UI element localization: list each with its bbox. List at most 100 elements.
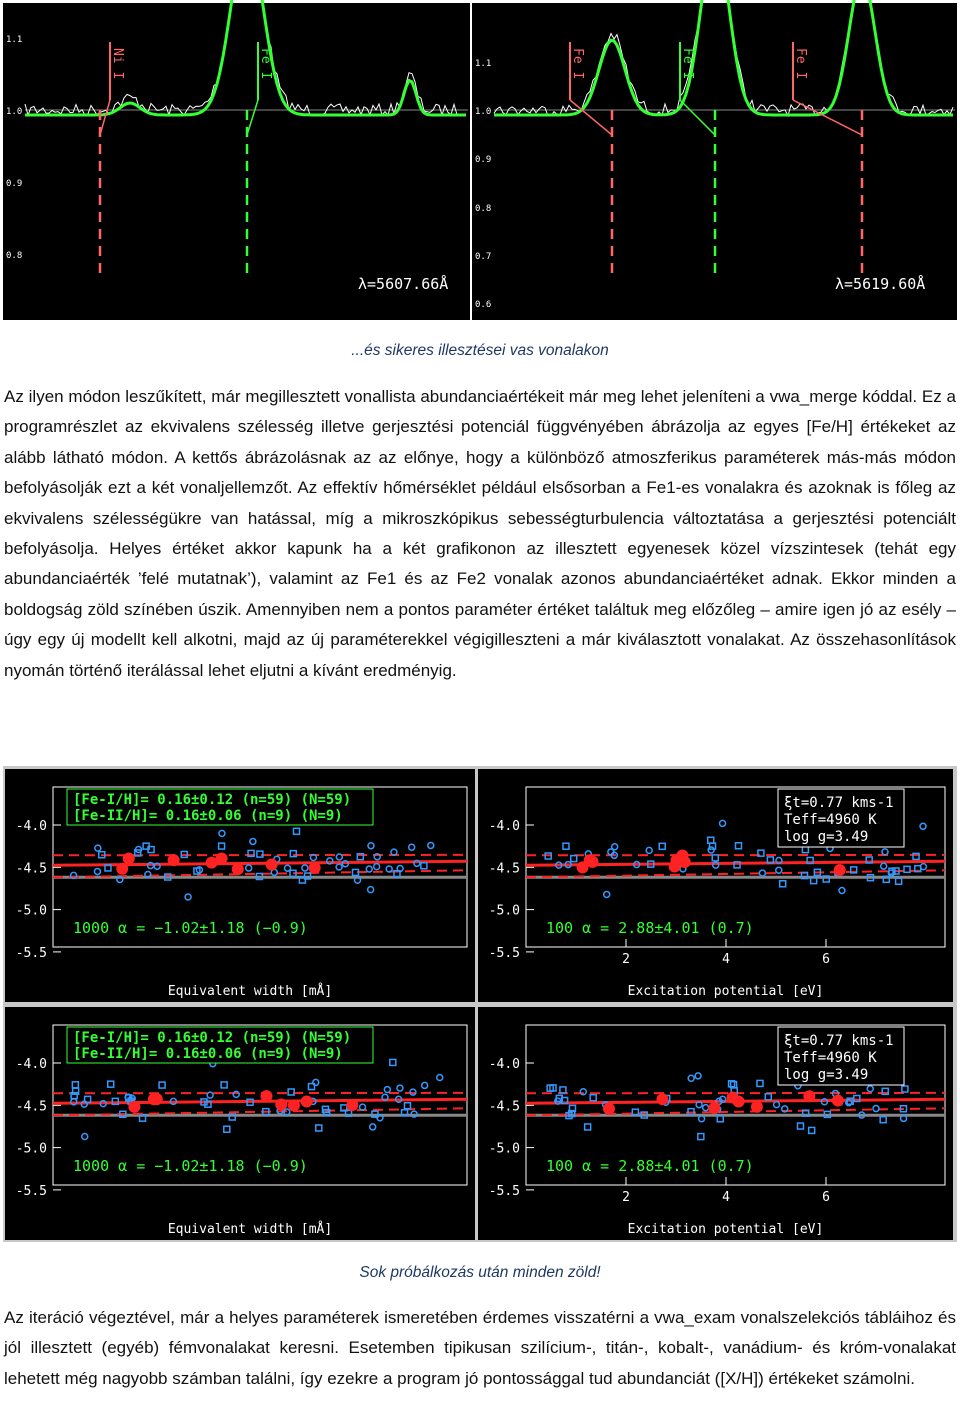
fe1-point [632, 860, 641, 869]
fe2-point [346, 1098, 359, 1111]
y-tick-label: -4.5 [16, 1099, 47, 1114]
fe1-point [94, 844, 102, 852]
fe1-point [376, 1114, 384, 1122]
fe1-point [903, 865, 911, 874]
fe2-point [750, 1100, 763, 1113]
fe2-point [732, 1095, 745, 1108]
fe1-point [879, 862, 888, 870]
parameter-label: log g=3.49 [784, 829, 868, 845]
fe1-point [435, 1073, 444, 1082]
fe1-point [403, 1101, 412, 1110]
fe1-point [919, 822, 927, 831]
fe1-point [413, 859, 421, 868]
fe1-point [356, 853, 365, 861]
fe1-point [147, 845, 155, 854]
fe1-point [589, 1093, 597, 1102]
line-connector [569, 99, 613, 136]
fe1-point [217, 842, 226, 850]
fit-line [52, 1097, 468, 1105]
fe1-point [694, 1072, 702, 1080]
fe1-point [687, 1074, 695, 1083]
fe1-point [315, 1124, 323, 1132]
line-connector [246, 99, 259, 136]
fe1-point [844, 1098, 853, 1107]
fe1-point [757, 849, 765, 857]
fe1-point [385, 865, 393, 873]
y-tick-label: 0.9 [475, 155, 491, 165]
fe1-point [262, 1107, 270, 1116]
fe1-point [697, 1115, 706, 1123]
y-tick-label: -5.0 [489, 1142, 520, 1157]
fe1-point [602, 890, 611, 899]
y-tick-label: -4.0 [489, 1057, 520, 1072]
fe1-point [341, 859, 350, 868]
y-tick-label: -5.5 [489, 946, 520, 961]
fe2-point [833, 863, 846, 876]
fe1-point [568, 1104, 577, 1113]
fe1-point [711, 861, 720, 869]
fe1-point [116, 875, 124, 884]
fe1-point [865, 856, 873, 864]
fe1-point [134, 845, 143, 854]
fe1-point [610, 851, 619, 860]
slope-label: 1000 α = −1.02±1.18 (−0.9) [73, 1157, 308, 1175]
fe1-point [766, 856, 775, 864]
fit-bound [525, 1107, 946, 1117]
fe1-point [711, 854, 720, 862]
fe1-point [560, 1096, 569, 1105]
label-box [66, 1026, 374, 1064]
fe1-point [645, 846, 653, 855]
fe1-point [881, 1087, 889, 1096]
plot-background [3, 3, 470, 320]
fe1-point [200, 1098, 208, 1106]
fe1-point [184, 893, 192, 901]
y-tick-label: 1.1 [475, 59, 491, 69]
fe1-point [309, 853, 318, 862]
fe1-point [249, 837, 257, 846]
fe1-point [146, 861, 155, 870]
fe1-point [256, 850, 264, 858]
fe1-point [358, 1103, 367, 1111]
x-axis-label: Equivalent width [mÅ] [168, 983, 332, 999]
fe1-point [838, 886, 846, 895]
fe1-point [289, 849, 298, 858]
fe1-point [718, 1095, 727, 1104]
fe2-point [167, 854, 180, 867]
fe1-point [567, 1109, 576, 1118]
y-tick-label: -5.0 [16, 904, 47, 919]
fe1-point [780, 1105, 789, 1113]
fe1-point [232, 1090, 240, 1099]
fe2-point [275, 1098, 288, 1111]
y-tick-label: 0.9 [6, 179, 22, 189]
x-tick-label: 2 [622, 952, 630, 967]
abundance-label: [Fe-II/H]= 0.16±0.06 (n=9) (N=9) [73, 1046, 343, 1062]
parameter-label: ξt=0.77 kms-1 [784, 1033, 894, 1049]
fe1-point [307, 1082, 316, 1091]
line-connector [679, 99, 716, 136]
fe1-point [158, 1081, 166, 1089]
fe1-point [544, 852, 552, 860]
fe2-point [678, 855, 691, 868]
y-tick-label: -5.5 [16, 1184, 47, 1199]
line-label: Fe I [680, 48, 695, 79]
fe1-point [367, 841, 375, 850]
fe1-point [373, 852, 381, 861]
parameter-label: log g=3.49 [784, 1067, 868, 1083]
fe1-point [695, 1100, 703, 1109]
fe1-point [298, 876, 307, 884]
fitted-spectrum [494, 0, 953, 117]
fe1-point [394, 1095, 403, 1103]
fe1-point [807, 1126, 816, 1135]
fe1-point [326, 857, 334, 865]
y-tick-label: 1.0 [6, 107, 22, 117]
fe2-point [287, 1099, 300, 1112]
fe1-point [287, 1088, 295, 1096]
fe1-point [83, 1095, 92, 1104]
fe1-point [220, 1081, 228, 1089]
abundance-label: [Fe-I/H]= 0.16±0.12 (n=59) (N=59) [73, 792, 351, 808]
fe1-point [383, 1085, 392, 1094]
fe1-point [396, 1084, 404, 1092]
parameter-label: Teff=4960 K [784, 812, 877, 828]
fe1-point [756, 1079, 764, 1088]
y-tick-label: -4.0 [489, 819, 520, 834]
